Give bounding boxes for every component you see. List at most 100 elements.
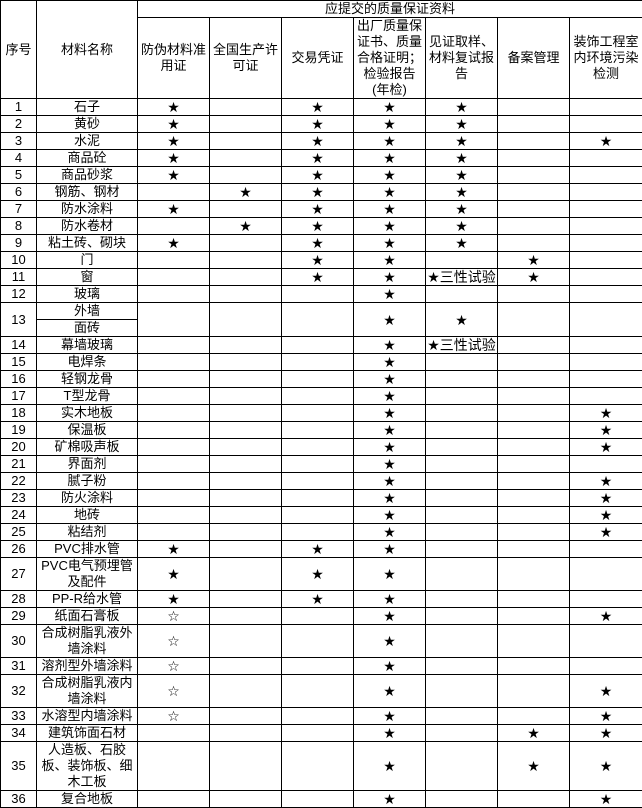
row-number: 23	[1, 490, 37, 507]
material-name: 电焊条	[37, 354, 138, 371]
empty-cell	[426, 675, 498, 708]
material-name: 纸面石膏板	[37, 608, 138, 625]
empty-cell	[282, 473, 354, 490]
row-number: 17	[1, 388, 37, 405]
empty-cell	[210, 337, 282, 354]
required-star-mark: ★三性试验	[426, 269, 498, 286]
material-name: 窗	[37, 269, 138, 286]
row-number: 28	[1, 591, 37, 608]
empty-cell	[282, 490, 354, 507]
empty-cell	[498, 439, 570, 456]
material-name: 石子	[37, 99, 138, 116]
material-name: 门	[37, 252, 138, 269]
empty-cell	[570, 456, 642, 473]
required-star-mark: ★	[498, 252, 570, 269]
empty-cell	[210, 116, 282, 133]
required-star-mark: ★	[354, 591, 426, 608]
material-name: PVC电气预埋管及配件	[37, 558, 138, 591]
required-star-mark: ★	[138, 541, 210, 558]
empty-cell	[138, 742, 210, 791]
empty-cell	[210, 473, 282, 490]
empty-cell	[426, 456, 498, 473]
required-star-mark: ★	[354, 371, 426, 388]
required-star-mark: ★	[354, 658, 426, 675]
required-star-mark: ★	[498, 725, 570, 742]
empty-cell	[498, 286, 570, 303]
material-name: 钢筋、钢材	[37, 184, 138, 201]
row-number: 25	[1, 524, 37, 541]
header-transaction-voucher: 交易凭证	[282, 18, 354, 99]
header-production-license: 全国生产许可证	[210, 18, 282, 99]
material-name: 合成树脂乳液内墙涂料	[37, 675, 138, 708]
required-star-mark: ★	[354, 422, 426, 439]
required-star-mark: ★	[570, 405, 642, 422]
empty-cell	[498, 116, 570, 133]
required-star-mark: ★	[282, 235, 354, 252]
empty-cell	[570, 558, 642, 591]
empty-cell	[210, 608, 282, 625]
material-name: 复合地板	[37, 791, 138, 808]
empty-cell	[210, 439, 282, 456]
empty-cell	[570, 625, 642, 658]
empty-cell	[498, 303, 570, 337]
empty-cell	[282, 286, 354, 303]
empty-cell	[282, 507, 354, 524]
empty-cell	[210, 456, 282, 473]
empty-cell	[210, 524, 282, 541]
empty-cell	[138, 405, 210, 422]
optional-star-mark: ☆	[138, 608, 210, 625]
empty-cell	[426, 658, 498, 675]
material-name: 矿棉吸声板	[37, 439, 138, 456]
empty-cell	[498, 708, 570, 725]
required-star-mark: ★	[354, 558, 426, 591]
empty-cell	[498, 591, 570, 608]
required-star-mark: ★	[138, 116, 210, 133]
empty-cell	[210, 675, 282, 708]
empty-cell	[282, 388, 354, 405]
empty-cell	[282, 708, 354, 725]
empty-cell	[210, 167, 282, 184]
header-anti-counterfeit-permit: 防伪材料准用证	[138, 18, 210, 99]
required-star-mark: ★	[354, 708, 426, 725]
required-star-mark: ★	[570, 725, 642, 742]
empty-cell	[498, 99, 570, 116]
empty-cell	[426, 541, 498, 558]
required-star-mark: ★	[282, 167, 354, 184]
required-star-mark: ★	[354, 201, 426, 218]
empty-cell	[570, 252, 642, 269]
empty-cell	[570, 99, 642, 116]
row-number: 4	[1, 150, 37, 167]
optional-star-mark: ☆	[138, 675, 210, 708]
required-star-mark: ★	[426, 303, 498, 337]
required-star-mark: ★	[282, 541, 354, 558]
empty-cell	[210, 742, 282, 791]
empty-cell	[138, 422, 210, 439]
empty-cell	[210, 591, 282, 608]
empty-cell	[498, 167, 570, 184]
material-name: PP-R给水管	[37, 591, 138, 608]
empty-cell	[426, 791, 498, 808]
required-star-mark: ★	[426, 150, 498, 167]
empty-cell	[210, 235, 282, 252]
required-star-mark: ★	[354, 439, 426, 456]
empty-cell	[570, 354, 642, 371]
empty-cell	[210, 558, 282, 591]
empty-cell	[498, 490, 570, 507]
empty-cell	[210, 99, 282, 116]
required-star-mark: ★	[138, 133, 210, 150]
required-star-mark: ★	[282, 133, 354, 150]
empty-cell	[282, 354, 354, 371]
empty-cell	[210, 303, 282, 337]
empty-cell	[426, 286, 498, 303]
empty-cell	[210, 658, 282, 675]
